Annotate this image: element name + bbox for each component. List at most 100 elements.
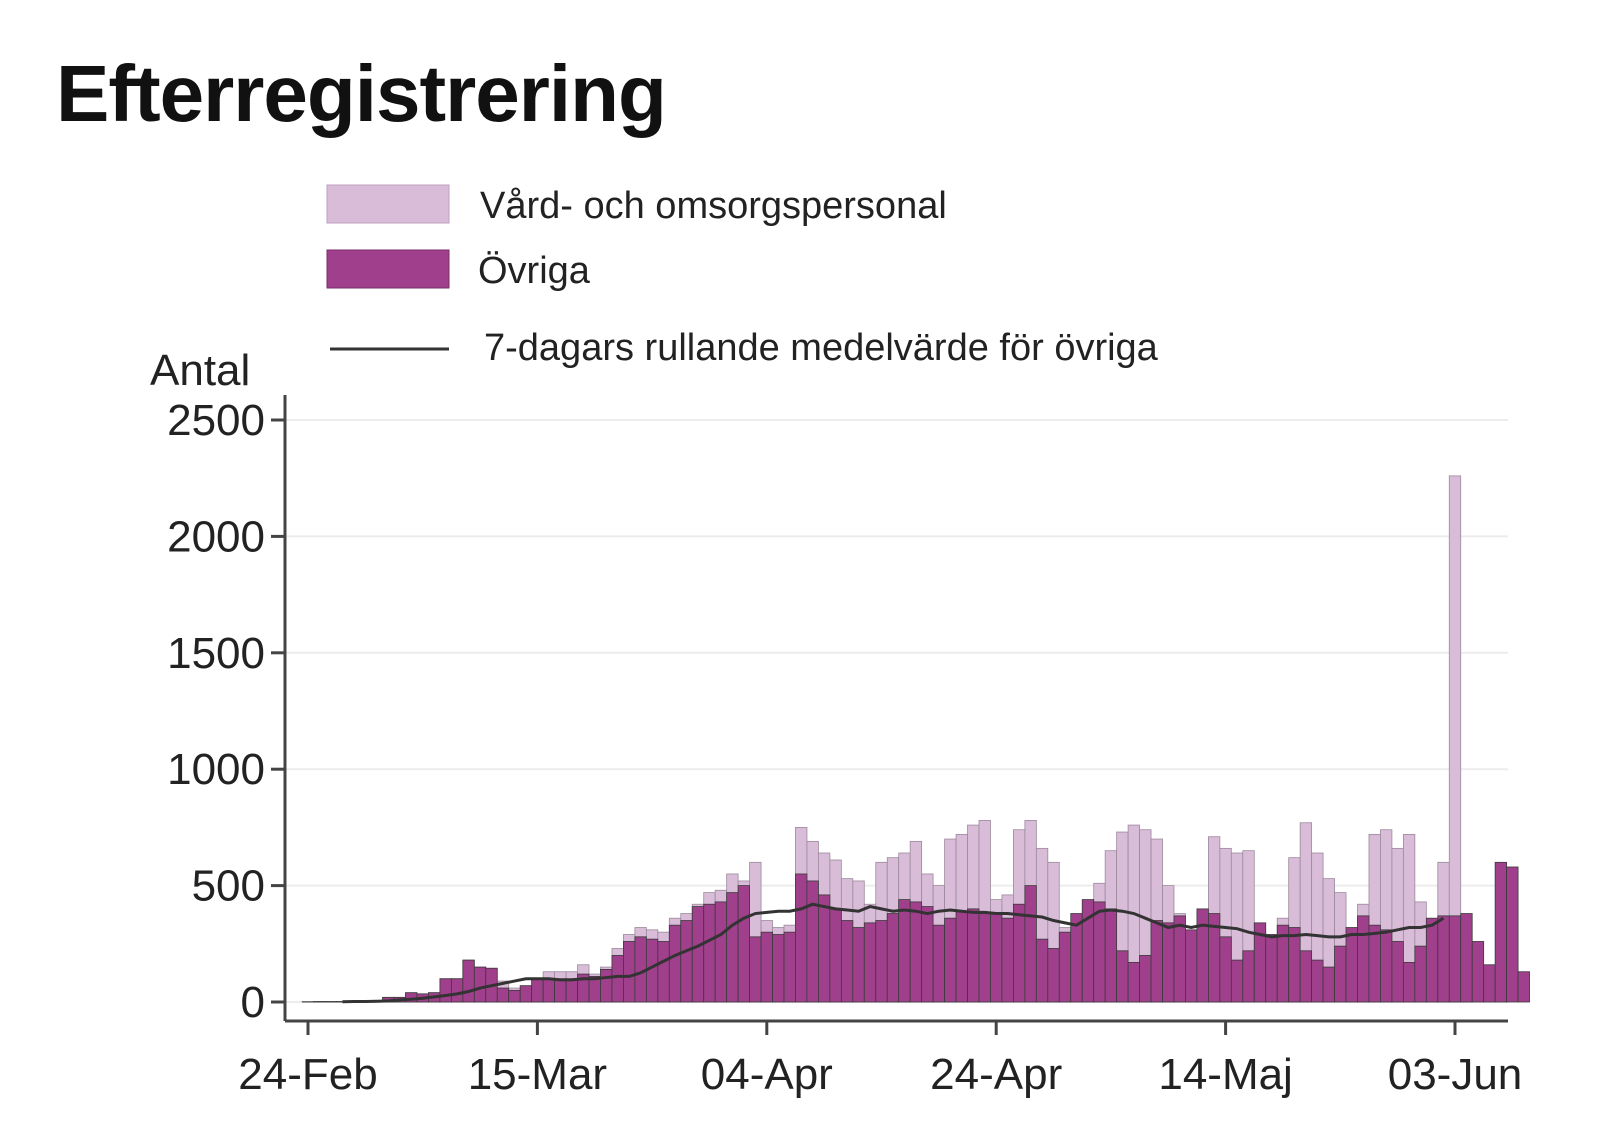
bar-ovriga (1196, 908, 1209, 1003)
bar-ovriga (1299, 950, 1313, 1003)
bar-ovriga (978, 913, 991, 1003)
bar-ovriga (565, 978, 578, 1003)
bar-ovriga (462, 959, 475, 1003)
bar-ovriga (508, 989, 521, 1003)
bar-ovriga (1058, 931, 1072, 1003)
bar-ovriga (1127, 962, 1140, 1003)
chart-title: Efterregistrering (56, 49, 667, 138)
bar-ovriga (1288, 927, 1301, 1003)
rolling-average-line (342, 902, 1445, 1004)
x-tick-label: 03-Jun (1388, 1050, 1523, 1099)
bar-ovriga (1070, 913, 1083, 1003)
bar-ovriga (1322, 966, 1335, 1003)
bar-ovriga (588, 975, 601, 1003)
bar-ovriga (783, 931, 796, 1003)
y-tick-label: 0 (241, 978, 265, 1027)
y-tick-label: 1000 (167, 745, 265, 794)
legend-label-line: 7-dagars rullande medelvärde för övriga (484, 327, 1159, 369)
bar-ovriga (875, 920, 888, 1003)
bar-ovriga (818, 894, 831, 1003)
bar-ovriga (1391, 941, 1404, 1003)
bar-ovriga (1506, 866, 1519, 1003)
bar-ovriga (496, 987, 510, 1003)
bar-ovriga (1471, 941, 1485, 1003)
bar-ovriga (439, 978, 452, 1003)
bar-ovriga (623, 941, 636, 1003)
bar-ovriga (806, 880, 819, 1003)
y-axis-label: Antal (150, 346, 250, 395)
bar-ovriga (703, 903, 716, 1003)
bar-ovriga (1448, 915, 1462, 1003)
bar-ovriga (921, 906, 934, 1003)
bar-ovriga (1001, 917, 1014, 1003)
bars (301, 475, 1530, 1003)
bar-ovriga (519, 985, 533, 1003)
bar-ovriga (760, 931, 773, 1003)
y-tick-label: 2000 (167, 512, 265, 561)
bar-ovriga (1265, 934, 1278, 1003)
bar-ovriga (1460, 913, 1473, 1003)
bar-ovriga (737, 885, 750, 1003)
bar-ovriga (886, 913, 900, 1003)
y-tick-label: 500 (192, 862, 265, 911)
bar-ovriga (772, 934, 785, 1003)
bar-ovriga (1139, 955, 1152, 1003)
bar-ovriga (1334, 945, 1347, 1003)
bar-ovriga (1093, 901, 1106, 1003)
bar-ovriga (852, 927, 865, 1003)
bar-ovriga (1368, 924, 1381, 1003)
legend-label-ovriga: Övriga (478, 250, 591, 292)
bar-ovriga (955, 910, 968, 1003)
bar-ovriga (1219, 936, 1232, 1003)
bar-ovriga (668, 924, 682, 1003)
bar-ovriga (1047, 948, 1060, 1003)
bar-ovriga (863, 922, 877, 1003)
bar-ovriga (1483, 964, 1496, 1003)
bar-ovriga (909, 901, 923, 1003)
bar-ovriga (1035, 938, 1049, 1003)
bar-ovriga (1345, 927, 1358, 1003)
axes: 0 500 1000 1500 2000 2500 24-Feb 15-Mar 04-Apr 24… (167, 395, 1522, 1099)
bar-ovriga (600, 969, 613, 1003)
bar-ovriga (795, 873, 808, 1003)
legend-swatch-ovriga (326, 249, 450, 289)
x-tick-label: 04-Apr (701, 1050, 833, 1099)
legend-swatch-vard (326, 184, 450, 224)
bar-ovriga (1173, 915, 1186, 1003)
legend: Vård- och omsorgspersonal Övriga 7-dagar… (326, 184, 1159, 369)
x-tick-label: 15-Mar (468, 1050, 607, 1099)
bar-ovriga (542, 978, 556, 1003)
y-tick-label: 2500 (167, 396, 265, 445)
x-tick-label: 24-Feb (238, 1050, 377, 1099)
bar-ovriga (554, 978, 567, 1003)
bar-ovriga (1230, 959, 1244, 1003)
x-tick-label: 24-Apr (930, 1050, 1062, 1099)
bar-ovriga (932, 924, 945, 1003)
bar-ovriga (1024, 885, 1037, 1003)
rolling-average-polyline (342, 902, 1445, 1004)
bar-ovriga (944, 917, 957, 1003)
bar-ovriga (1414, 945, 1427, 1003)
bar-ovriga (714, 901, 728, 1003)
bar-ovriga (1150, 920, 1163, 1003)
y-tick-label: 1500 (167, 629, 265, 678)
bar-ovriga (1402, 962, 1416, 1003)
bar-ovriga (1013, 903, 1026, 1003)
bar-ovriga (898, 899, 911, 1003)
bar-ovriga (1311, 959, 1324, 1003)
bar-ovriga (1380, 929, 1393, 1003)
x-tick-label: 14-Maj (1158, 1050, 1293, 1099)
bar-ovriga (749, 936, 762, 1003)
bar-ovriga (967, 908, 980, 1003)
bar-ovriga (1242, 950, 1255, 1003)
bar-ovriga (473, 966, 487, 1003)
bar-ovriga (840, 920, 854, 1003)
bar-ovriga (1357, 915, 1370, 1003)
bar-ovriga (1517, 971, 1530, 1003)
bar-ovriga (691, 906, 705, 1003)
bar-ovriga (829, 908, 842, 1003)
bar-ovriga (611, 955, 624, 1003)
bar-ovriga (1425, 917, 1439, 1003)
legend-label-vard: Vård- och omsorgspersonal (480, 185, 947, 227)
